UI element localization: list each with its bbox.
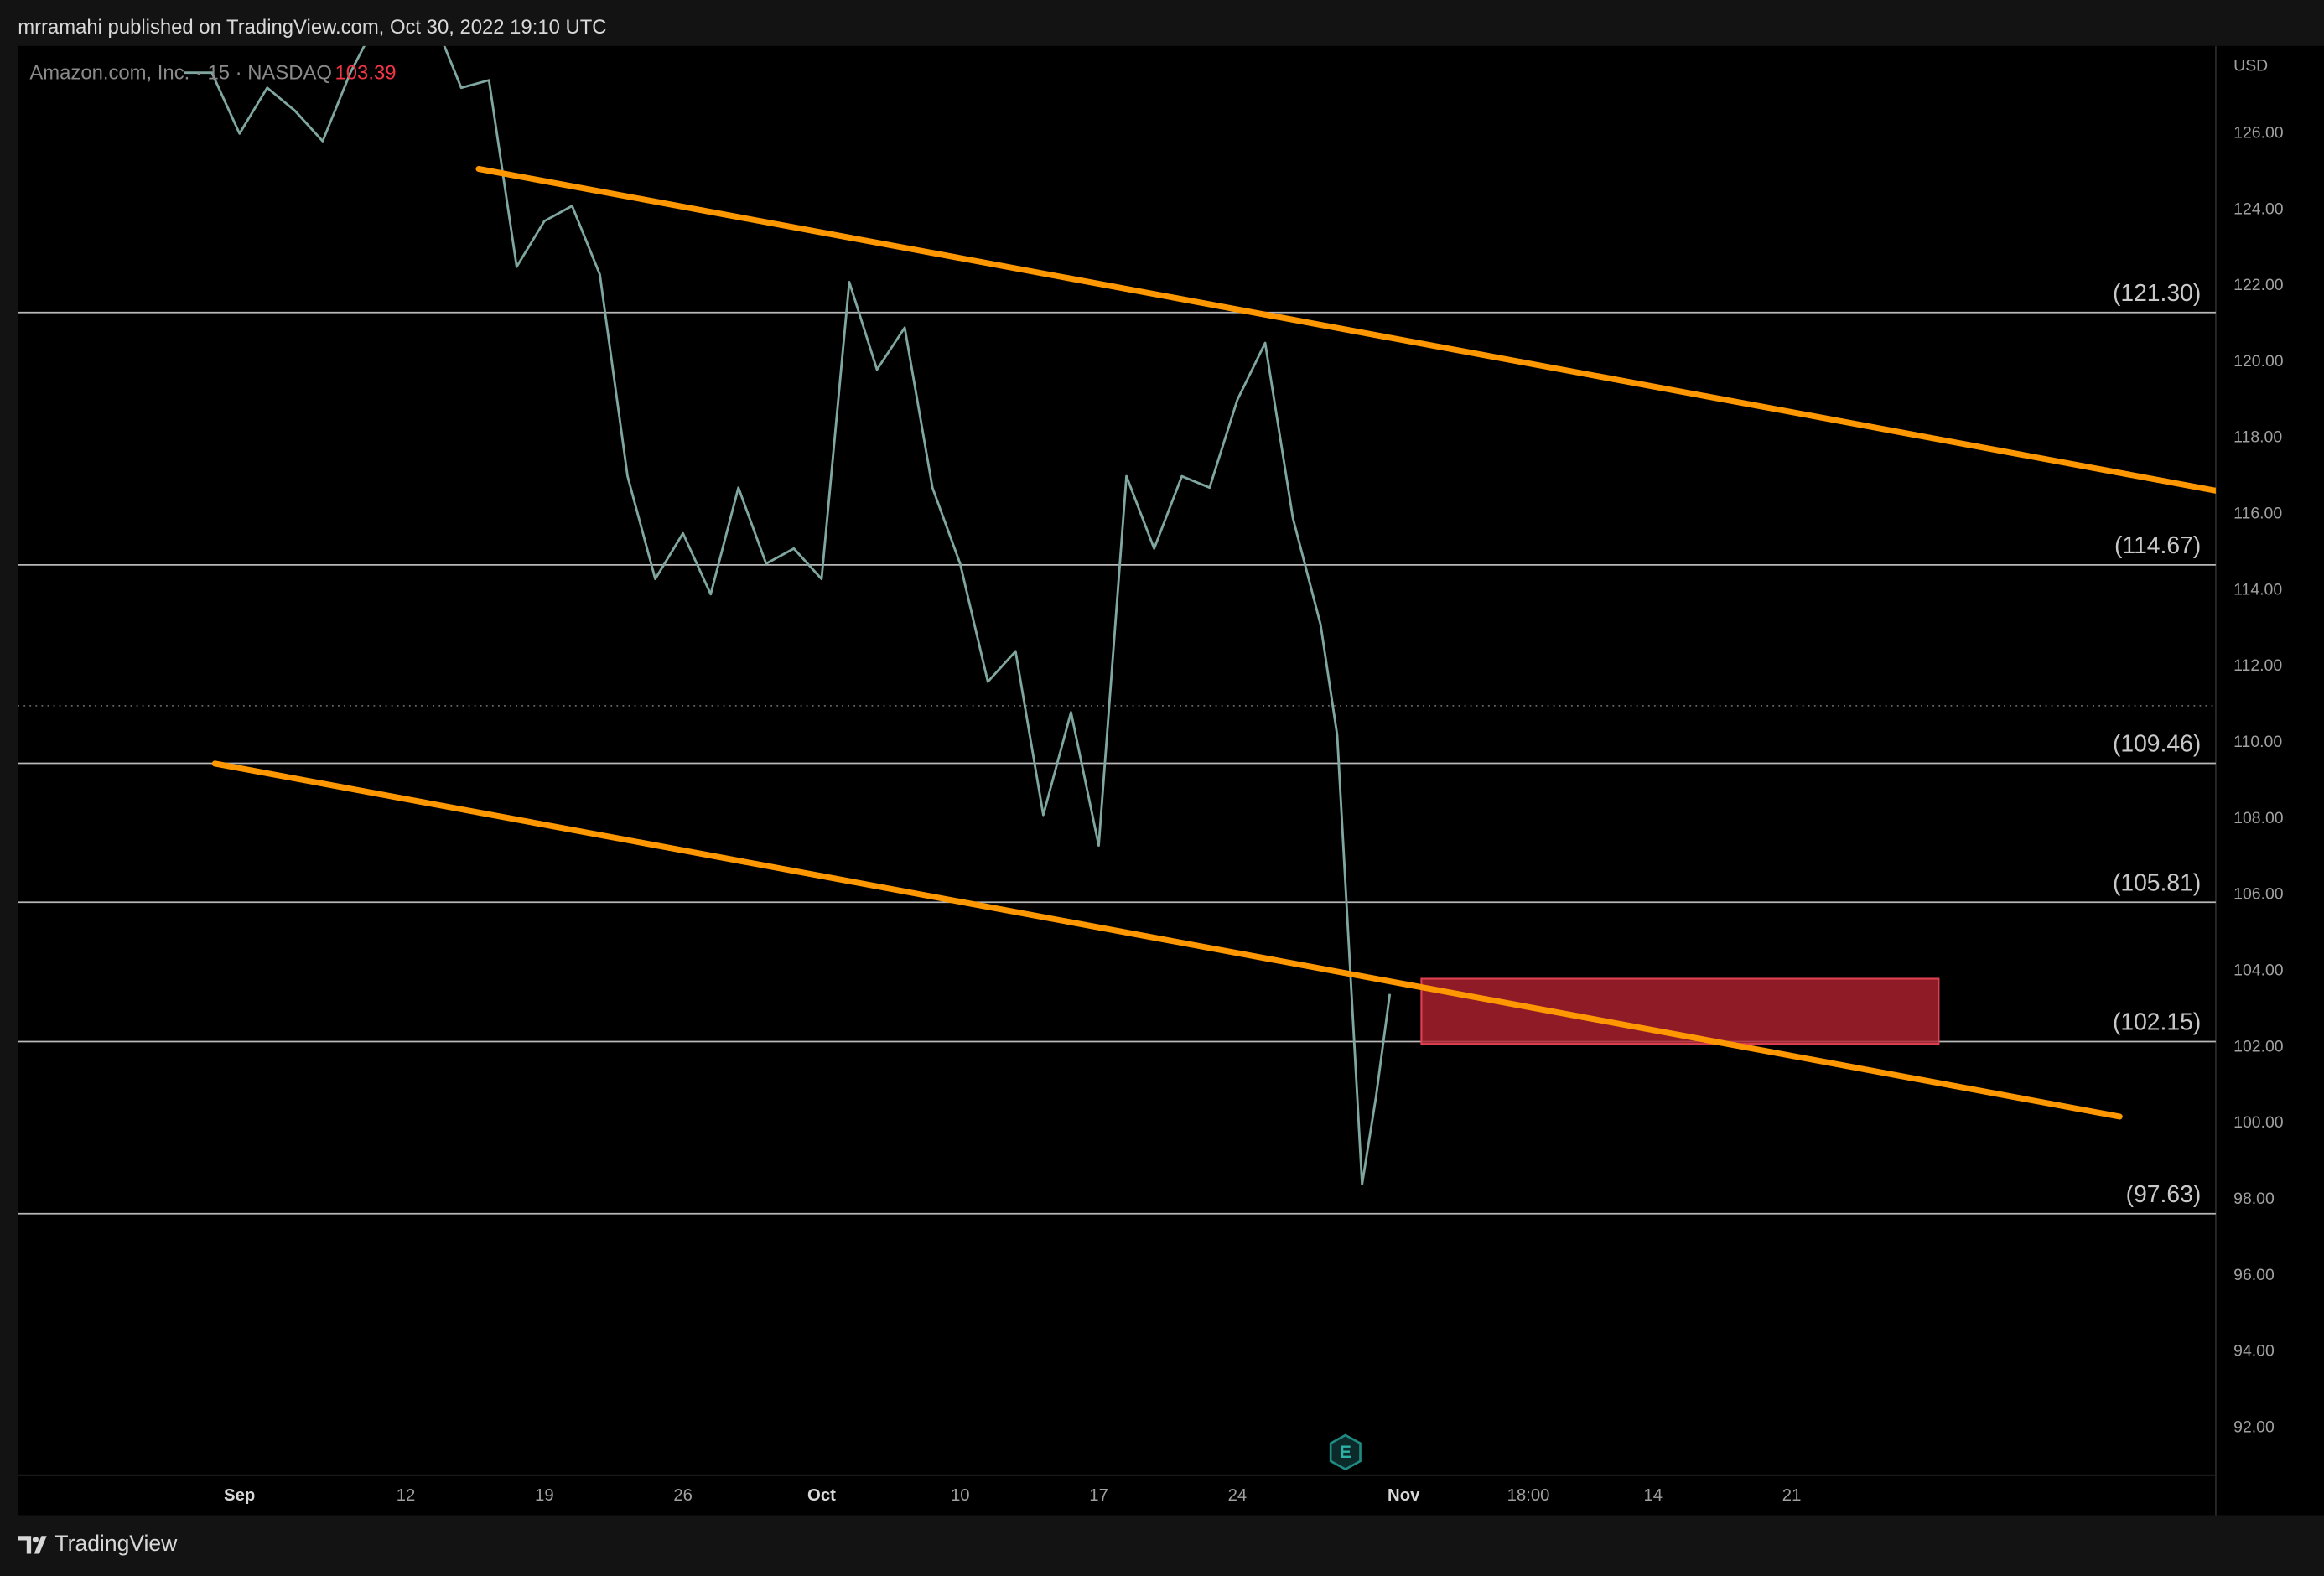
y-tick-label: 96.00 <box>2233 1266 2275 1284</box>
x-tick-label: 10 <box>951 1486 970 1505</box>
x-tick-label: Sep <box>224 1486 255 1505</box>
y-tick-label: 106.00 <box>2233 885 2284 904</box>
x-tick-label: 14 <box>1643 1486 1663 1505</box>
y-tick-label: 120.00 <box>2233 352 2284 371</box>
y-tick-label: 116.00 <box>2233 505 2282 523</box>
chart-area <box>18 45 2324 1516</box>
y-tick-label: 118.00 <box>2233 428 2282 447</box>
y-tick-label: 114.00 <box>2233 580 2282 599</box>
level-label: (102.15) <box>2113 1008 2201 1035</box>
y-tick-label: 126.00 <box>2233 123 2284 142</box>
level-label: (97.63) <box>2126 1180 2202 1207</box>
legend-last-price: 103.39 <box>335 62 397 85</box>
level-label: (109.46) <box>2113 730 2201 757</box>
x-tick-label: 19 <box>535 1486 554 1505</box>
x-tick-label: 21 <box>1782 1486 1802 1505</box>
y-tick-label: 104.00 <box>2233 962 2284 980</box>
plot <box>18 45 2216 1215</box>
x-tick-label: 24 <box>1228 1486 1248 1505</box>
footer-brand: TradingView <box>54 1531 178 1556</box>
trend-line <box>475 165 2216 494</box>
y-tick-label: 102.00 <box>2233 1037 2284 1055</box>
price-series <box>184 45 1392 1186</box>
y-tick-label: 112.00 <box>2233 656 2282 675</box>
x-tick-label: 26 <box>673 1486 693 1505</box>
y-tick-label: 94.00 <box>2233 1342 2275 1361</box>
y-tick-label: 100.00 <box>2233 1113 2284 1132</box>
event-marker <box>1329 1433 1362 1471</box>
level-label: (121.30) <box>2113 279 2201 306</box>
trend-line <box>211 760 2123 1120</box>
x-tick-label: 12 <box>397 1486 416 1505</box>
y-tick-label: 108.00 <box>2233 809 2284 827</box>
y-tick-label: 110.00 <box>2233 733 2282 751</box>
event-marker-label: E <box>1340 1443 1351 1462</box>
x-tick-label: 17 <box>1089 1486 1108 1505</box>
y-tick-label: 98.00 <box>2233 1190 2275 1208</box>
level-label: (114.67) <box>2114 531 2201 558</box>
x-tick-label: Oct <box>807 1486 836 1505</box>
x-tick-label: 18:00 <box>1507 1486 1550 1505</box>
level-label: (105.81) <box>2113 868 2201 895</box>
header-title: mrramahi published on TradingView.com, O… <box>18 16 606 39</box>
y-tick-label: 124.00 <box>2233 200 2284 218</box>
y-tick-label: 122.00 <box>2233 276 2284 294</box>
footer-logo <box>18 1536 47 1554</box>
x-tick-label: Nov <box>1388 1486 1420 1505</box>
legend-symbol: Amazon.com, Inc. · 15 · NASDAQ <box>29 62 332 85</box>
y-tick-label: 92.00 <box>2233 1418 2275 1437</box>
currency: USD <box>2233 57 2268 75</box>
